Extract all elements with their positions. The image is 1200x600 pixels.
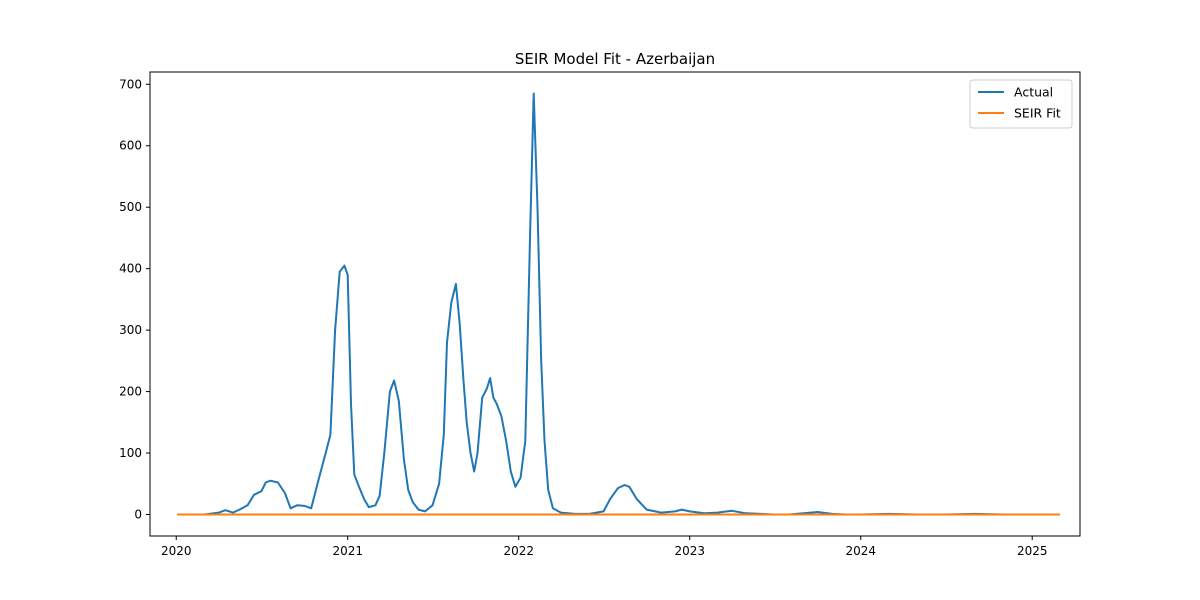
- y-tick-label-6: 600: [119, 139, 142, 153]
- chart-title: SEIR Model Fit - Azerbaijan: [515, 50, 715, 68]
- legend-label-0: Actual: [1014, 85, 1053, 100]
- y-tick-label-3: 300: [119, 323, 142, 337]
- x-tick-label-1: 2021: [332, 544, 363, 558]
- x-tick-label-0: 2020: [161, 544, 192, 558]
- y-tick-label-1: 100: [119, 446, 142, 460]
- x-tick-label-2: 2022: [503, 544, 534, 558]
- y-tick-label-4: 400: [119, 262, 142, 276]
- x-axis: 2020 2021 2022 2023 2024 2025: [161, 536, 1048, 558]
- plot-area: [149, 71, 1081, 537]
- x-tick-label-3: 2023: [674, 544, 705, 558]
- series-layer: [177, 92, 1060, 516]
- series-line-0: [177, 92, 1032, 516]
- y-tick-label-5: 500: [119, 200, 142, 214]
- legend-label-1: SEIR Fit: [1014, 106, 1061, 121]
- y-tick-label-7: 700: [119, 77, 142, 91]
- y-axis: 0 100 200 300 400 500 600 700: [119, 77, 150, 521]
- x-tick-label-5: 2025: [1017, 544, 1048, 558]
- legend: Actual SEIR Fit: [969, 79, 1073, 129]
- y-tick-label-2: 200: [119, 385, 142, 399]
- y-tick-label-0: 0: [134, 507, 142, 521]
- x-tick-label-4: 2024: [845, 544, 876, 558]
